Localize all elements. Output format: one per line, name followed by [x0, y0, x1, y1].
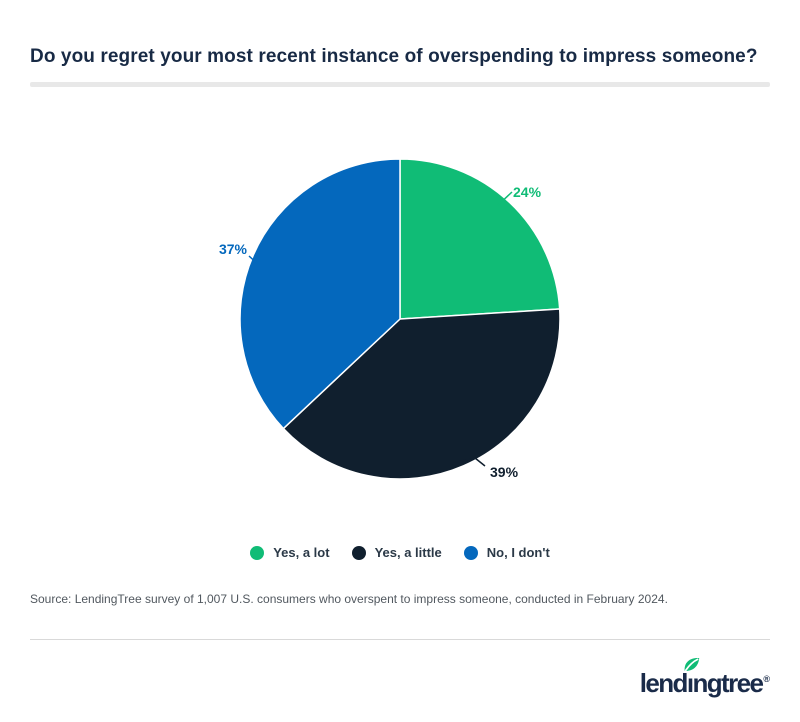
footer-divider [30, 639, 770, 640]
label-connector-yes-a-lot [496, 191, 513, 207]
chart-title: Do you regret your most recent instance … [30, 46, 758, 67]
pie-slice-no-i-don-t[interactable] [239, 158, 401, 430]
lendingtree-logo: lendı ngtree® [640, 658, 770, 698]
legend-item-yes-a-lot[interactable]: Yes, a lot [250, 545, 330, 560]
legend-dot-icon [463, 545, 478, 560]
pie-slice-yes-a-lot[interactable] [399, 158, 561, 320]
logo-letter-i: ı [684, 658, 700, 696]
label-connector-yes-a-little [453, 457, 486, 467]
pie-chart[interactable]: 24% 39% 37% [30, 87, 770, 542]
infographic-card: Do you regret your most recent instance … [30, 46, 770, 696]
slice-value-label-no-i-don-t: 37% [219, 241, 248, 257]
lendingtree-logo-text: lendı ngtree [640, 658, 764, 698]
legend-label: No, I don't [486, 545, 550, 560]
slice-value-label-yes-a-lot: 24% [513, 184, 542, 200]
title-divider [30, 82, 770, 87]
legend-item-yes-a-little[interactable]: Yes, a little [351, 545, 442, 560]
pie-chart-area: 24% 39% 37% [30, 87, 770, 542]
legend-label: Yes, a little [374, 545, 442, 560]
legend-dot-icon [250, 545, 265, 560]
source-text: Source: LendingTree survey of 1,007 U.S.… [30, 592, 668, 606]
legend-dot-icon [351, 545, 366, 560]
footer: lendı ngtree® [30, 640, 770, 696]
pie-slice-yes-a-little[interactable] [282, 308, 561, 480]
slice-value-label-yes-a-little: 39% [490, 464, 519, 480]
registered-mark: ® [763, 674, 770, 685]
leaf-icon [684, 658, 700, 672]
chart-legend: Yes, a lot Yes, a little No, I don't [30, 545, 770, 560]
label-connector-no-i-don-t [248, 255, 261, 267]
legend-item-no-i-don-t[interactable]: No, I don't [463, 545, 550, 560]
legend-label: Yes, a lot [273, 545, 330, 560]
